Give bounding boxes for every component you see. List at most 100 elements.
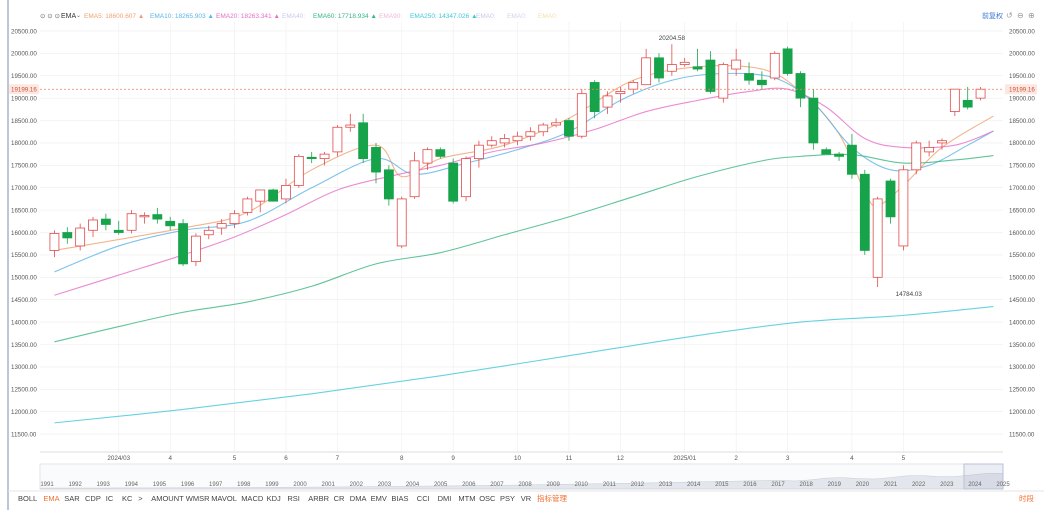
candle[interactable] <box>448 158 459 204</box>
indicator-tab-sar[interactable]: SAR <box>64 494 80 503</box>
indicator-tab-kdj[interactable]: KDJ <box>267 494 281 503</box>
candle[interactable] <box>383 165 394 206</box>
candle[interactable] <box>268 188 279 202</box>
candle[interactable] <box>345 113 356 132</box>
indicator-tab-指标管理[interactable]: 指标管理 <box>537 493 567 503</box>
candle[interactable] <box>834 151 844 161</box>
indicator-tab->[interactable]: > <box>138 494 143 503</box>
candle[interactable] <box>62 227 73 244</box>
indicator-tab-cdp[interactable]: CDP <box>85 494 101 503</box>
indicator-tab-amount[interactable]: AMOUNT <box>151 494 184 503</box>
candle[interactable] <box>859 169 870 255</box>
candle[interactable] <box>165 216 176 231</box>
candle[interactable] <box>937 138 947 150</box>
candle[interactable] <box>718 62 729 103</box>
candle[interactable] <box>666 44 677 76</box>
indicator-tab-cci[interactable]: CCI <box>417 494 430 503</box>
candle[interactable] <box>821 147 832 155</box>
candle[interactable] <box>152 207 163 224</box>
indicator-tab-vr[interactable]: VR <box>521 494 532 503</box>
zoom-in-icon[interactable]: ⊕ <box>1028 11 1035 20</box>
candle[interactable] <box>911 140 922 175</box>
indicator-tab-ic[interactable]: IC <box>106 494 114 503</box>
candle[interactable] <box>255 189 266 213</box>
legend-item-ema0[interactable]: EMA0: <box>507 13 527 20</box>
candle[interactable] <box>885 178 896 224</box>
candle[interactable] <box>126 210 137 234</box>
candle[interactable] <box>113 220 124 235</box>
candle[interactable] <box>100 213 111 231</box>
candle[interactable] <box>924 140 935 157</box>
candle[interactable] <box>435 147 446 159</box>
candlesticks[interactable] <box>49 44 986 287</box>
candle[interactable] <box>564 118 574 141</box>
candle[interactable] <box>962 86 973 110</box>
candle[interactable] <box>589 80 600 119</box>
candle[interactable] <box>538 122 549 137</box>
candle[interactable] <box>756 71 767 90</box>
indicator-tab-mtm[interactable]: MTM <box>458 494 475 503</box>
legend-item-ema60[interactable]: EMA60: 17718.934 ▲ <box>313 13 377 20</box>
indicator-tab-bias[interactable]: BIAS <box>391 494 408 503</box>
candle[interactable] <box>679 57 690 67</box>
candle[interactable] <box>486 136 497 148</box>
candle[interactable] <box>371 142 381 184</box>
legend-item-ema90[interactable]: EMA90: <box>379 13 402 20</box>
candle[interactable] <box>281 178 291 204</box>
candle[interactable] <box>178 219 188 267</box>
candle[interactable] <box>512 131 523 146</box>
navigator-window[interactable] <box>963 463 1004 490</box>
legend-item-ema5[interactable]: EMA5: 18600.607 ▲ <box>84 13 144 20</box>
indicator-tab-arbr[interactable]: ARBR <box>308 494 329 503</box>
adjust-mode-label[interactable]: 前复权 <box>982 11 1003 20</box>
candle[interactable] <box>229 210 240 229</box>
candle[interactable] <box>319 151 330 166</box>
indicator-tab-dmi[interactable]: DMI <box>438 494 452 503</box>
legend-item-ema40[interactable]: EMA40: <box>282 13 305 20</box>
candle[interactable] <box>654 53 664 83</box>
indicator-tab-mavol[interactable]: MAVOL <box>211 494 237 503</box>
candle[interactable] <box>744 62 754 85</box>
indicator-tab-boll[interactable]: BOLL <box>18 494 37 503</box>
candle[interactable] <box>332 125 343 157</box>
settings-icons[interactable]: ⊙ ⊙ ⊙ <box>40 13 61 20</box>
candle[interactable] <box>782 46 793 76</box>
indicator-tab-psy[interactable]: PSY <box>500 494 515 503</box>
candle[interactable] <box>808 89 819 150</box>
legend-item-ema0[interactable]: EMA0: <box>538 13 558 20</box>
candle[interactable] <box>88 216 98 237</box>
candle[interactable] <box>293 154 304 188</box>
indicator-tab-wmsr[interactable]: WMSR <box>186 494 210 503</box>
indicator-tab-emv[interactable]: EMV <box>371 494 387 503</box>
legend-item-ema20[interactable]: EMA20: 18263.341 ▲ <box>216 13 280 20</box>
indicator-tab-macd[interactable]: MACD <box>241 494 264 503</box>
indicator-tab-rsi[interactable]: RSI <box>287 494 300 503</box>
chevron-down-icon[interactable]: ⌄ <box>76 13 81 19</box>
indicator-tab-dma[interactable]: DMA <box>350 494 367 503</box>
candle[interactable] <box>525 127 536 141</box>
legend-item-ema250[interactable]: EMA250: 14347.026 ▲ <box>410 13 478 20</box>
candle[interactable] <box>499 133 510 148</box>
indicator-tab-osc[interactable]: OSC <box>479 494 496 503</box>
candle[interactable] <box>139 212 150 224</box>
reset-icon[interactable]: ↺ <box>1006 11 1013 20</box>
indicator-tab-kc[interactable]: KC <box>122 494 133 503</box>
candle[interactable] <box>551 118 561 128</box>
candle[interactable] <box>769 51 780 81</box>
indicator-tabs[interactable]: BOLL EMA SAR CDP IC KC > AMOUNT WMSR MAVOL MACD KDJ… <box>18 493 567 503</box>
candle[interactable] <box>203 225 214 240</box>
candle[interactable] <box>949 88 960 117</box>
candle[interactable] <box>306 151 317 164</box>
zoom-out-icon[interactable]: ⊖ <box>1017 11 1024 20</box>
candle[interactable] <box>705 51 716 94</box>
candle[interactable] <box>422 147 433 170</box>
candle[interactable] <box>898 165 909 251</box>
indicator-tab-cr[interactable]: CR <box>334 494 345 503</box>
candle[interactable] <box>409 151 420 199</box>
candle[interactable] <box>474 140 484 168</box>
candle[interactable] <box>641 48 652 86</box>
candle[interactable] <box>396 196 407 249</box>
candle[interactable] <box>216 219 227 235</box>
candle[interactable] <box>49 230 60 258</box>
